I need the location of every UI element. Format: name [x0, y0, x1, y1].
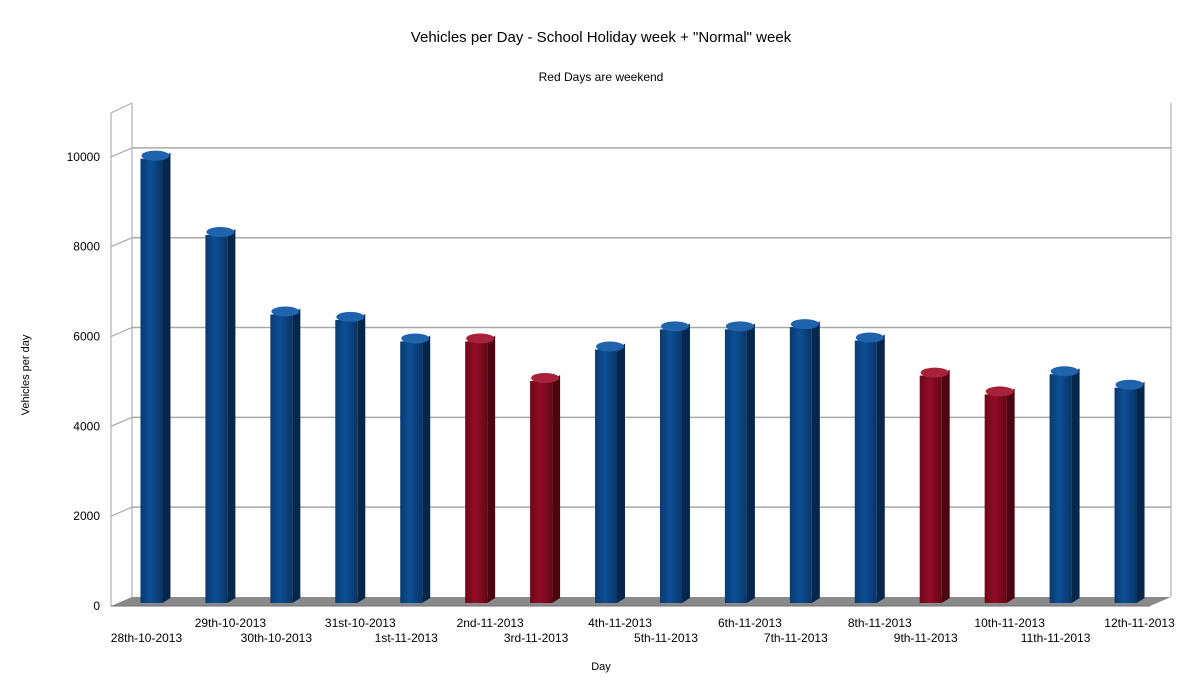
- bar-front: [789, 327, 812, 603]
- bar: [724, 321, 755, 603]
- x-axis-label: Day: [591, 661, 611, 673]
- bar-top: [141, 150, 170, 161]
- bar-side: [746, 323, 755, 603]
- x-tick-label: 3rd-11-2013: [504, 631, 569, 645]
- bar-side: [681, 323, 690, 603]
- bar-side: [357, 313, 366, 603]
- gridline-side: [110, 416, 133, 427]
- bar: [919, 367, 950, 603]
- bar-side: [227, 229, 236, 603]
- bar-top: [271, 306, 300, 317]
- x-tick-label: 7th-11-2013: [764, 631, 828, 645]
- bar: [789, 319, 820, 603]
- bar-side: [1071, 368, 1080, 603]
- y-tick-label: 0: [93, 599, 100, 613]
- gridline-side: [110, 147, 133, 158]
- x-tick-label: 31st-10-2013: [325, 616, 396, 630]
- bar-side: [422, 335, 431, 603]
- bar-top: [855, 332, 884, 343]
- y-tick-label: 2000: [73, 509, 100, 523]
- x-tick-label: 2nd-11-2013: [457, 616, 524, 630]
- bar-front: [984, 394, 1007, 603]
- bar: [205, 227, 236, 603]
- gridline-side: [110, 326, 133, 338]
- bar-side: [552, 374, 561, 603]
- bar: [335, 311, 366, 603]
- bar-front: [205, 235, 228, 603]
- x-tick-label: 1st-11-2013: [375, 631, 438, 645]
- bar-front: [1049, 374, 1072, 603]
- bar-side: [1136, 381, 1145, 603]
- bar-top: [401, 333, 430, 344]
- x-tick-label: 28th-10-2013: [111, 631, 183, 645]
- bar-front: [595, 349, 618, 603]
- x-tick-label: 6th-11-2013: [718, 616, 782, 630]
- x-tick-label: 10th-11-2013: [974, 616, 1045, 630]
- bar-top: [920, 367, 949, 378]
- bar-front: [659, 329, 682, 603]
- bar-front: [919, 375, 942, 603]
- y-tick-label: 8000: [73, 240, 100, 254]
- x-tick-label: 9th-11-2013: [894, 631, 958, 645]
- bar-front: [724, 329, 747, 603]
- bar-front: [270, 314, 293, 603]
- y-tick-label: 10000: [67, 150, 101, 164]
- x-tick-label: 29th-10-2013: [195, 616, 267, 630]
- bar: [400, 333, 431, 603]
- y-tick-label: 6000: [73, 330, 100, 344]
- bar-front: [1114, 387, 1137, 603]
- bar: [465, 333, 496, 603]
- bar: [530, 372, 561, 603]
- y-tick-label: 4000: [73, 419, 100, 433]
- bar: [984, 386, 1015, 603]
- bar-top: [660, 321, 689, 332]
- bar: [1049, 366, 1080, 603]
- x-tick-label: 8th-11-2013: [848, 616, 912, 630]
- bar-front: [530, 380, 553, 603]
- bar-top: [1115, 379, 1144, 390]
- gridline-side: [110, 506, 133, 517]
- left-wall-top-edge: [110, 102, 133, 114]
- bar-top: [336, 311, 365, 322]
- bar-front: [400, 341, 423, 603]
- bar: [854, 332, 885, 603]
- x-tick-label: 4th-11-2013: [588, 616, 652, 630]
- bar-side: [941, 369, 950, 603]
- x-tick-label: 5th-11-2013: [634, 631, 698, 645]
- bar-side: [292, 308, 301, 603]
- bar-top: [206, 227, 235, 238]
- bar: [595, 341, 626, 603]
- x-tick-label: 30th-10-2013: [241, 631, 313, 645]
- bar-front: [854, 340, 877, 603]
- bar-front: [140, 158, 163, 603]
- chart-subtitle: Red Days are weekend: [538, 70, 664, 84]
- bar-top: [725, 321, 754, 332]
- bar-side: [811, 321, 820, 603]
- bar-side: [876, 334, 885, 603]
- chart-title: Vehicles per Day - School Holiday week +…: [410, 29, 792, 46]
- bar-top: [596, 341, 625, 352]
- bar-top: [985, 386, 1014, 397]
- bar-top: [790, 319, 819, 330]
- bar-top: [466, 333, 495, 344]
- bar: [1114, 379, 1145, 603]
- chart-floor: [111, 597, 1171, 606]
- x-tick-label: 12th-11-2013: [1104, 616, 1175, 630]
- gridline-side: [110, 237, 133, 248]
- bar-side: [162, 152, 171, 603]
- bar-top: [531, 372, 560, 383]
- bar: [140, 150, 171, 603]
- x-tick-label: 11th-11-2013: [1021, 631, 1091, 645]
- bar: [270, 306, 301, 603]
- bar-top: [1050, 366, 1079, 377]
- bar-side: [487, 335, 496, 603]
- bar: [659, 321, 690, 603]
- bar-front: [465, 341, 488, 603]
- bar-front: [335, 319, 358, 603]
- bar-side: [1006, 388, 1015, 603]
- bar-side: [617, 343, 626, 603]
